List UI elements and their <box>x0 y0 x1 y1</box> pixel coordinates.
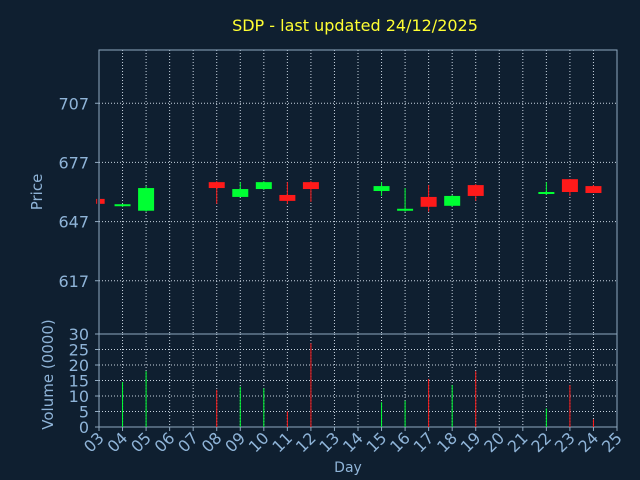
volume-tick-label: 25 <box>69 341 89 360</box>
price-candle <box>255 181 272 191</box>
price-panel: 617 647 677 707 <box>58 49 618 335</box>
price-candle <box>208 181 225 204</box>
candle-body <box>444 195 461 206</box>
price-tick-label: 647 <box>58 213 89 232</box>
x-tick-label: 25 <box>598 428 626 456</box>
price-candle <box>302 181 319 202</box>
candle-body <box>100 198 105 204</box>
candle-body <box>138 188 155 211</box>
price-tick-label: 677 <box>58 153 89 172</box>
volume-tick-label: 20 <box>69 356 89 375</box>
candle-body <box>114 204 131 207</box>
candle-body <box>208 182 225 189</box>
price-candle <box>467 184 484 201</box>
price-candle <box>561 179 578 196</box>
price-candle <box>420 185 437 212</box>
candle-body <box>373 186 390 192</box>
price-candle <box>279 182 296 204</box>
candle-body <box>585 186 602 193</box>
candle-body <box>420 196 437 207</box>
price-candle <box>585 185 602 193</box>
price-axis-label: Price <box>28 174 46 211</box>
candle-body <box>279 194 296 201</box>
candle-body <box>561 179 578 192</box>
price-candle <box>232 182 249 197</box>
volume-panel: 0510152025300304050607080910111213141516… <box>69 325 626 456</box>
candle-body <box>397 208 414 211</box>
candle-body <box>302 182 319 190</box>
price-tick-label: 617 <box>58 272 89 291</box>
price-candle <box>138 186 155 212</box>
volume-tick-label: 0 <box>79 418 89 437</box>
price-candle <box>96 198 105 204</box>
price-tick-label: 707 <box>58 94 89 113</box>
price-candle <box>538 182 555 195</box>
candle-body <box>538 192 555 194</box>
chart-title: SDP - last updated 24/12/2025 <box>232 16 478 35</box>
volume-tick-label: 15 <box>69 372 89 391</box>
volume-axis-label: Volume (0000) <box>39 319 57 429</box>
price-candle <box>444 194 461 207</box>
volume-tick-label: 10 <box>69 387 89 406</box>
candle-body <box>255 182 272 190</box>
price-candle <box>397 188 414 212</box>
candle-body <box>467 185 484 196</box>
volume-tick-label: 30 <box>69 325 89 344</box>
volume-tick-label: 5 <box>79 403 89 422</box>
price-candle <box>114 203 131 207</box>
price-candle <box>373 182 390 196</box>
candle-body <box>232 189 249 197</box>
x-axis-label: Day <box>334 460 362 476</box>
